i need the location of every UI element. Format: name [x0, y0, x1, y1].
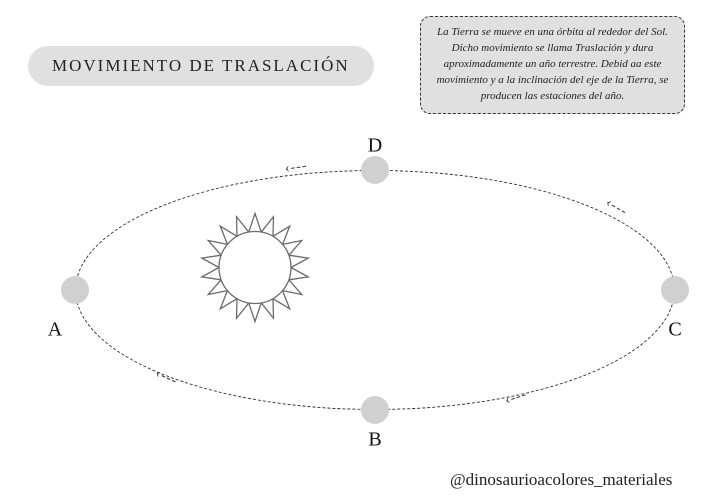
orbit-point-label-c: C — [668, 319, 681, 342]
description-box: La Tierra se mueve en una órbita al rede… — [420, 16, 685, 114]
orbit-point-label-a: A — [48, 319, 62, 342]
orbit-point-d — [361, 156, 389, 184]
orbit-point-label-d: D — [368, 135, 382, 158]
direction-arrow-3: ‹--- — [284, 159, 309, 178]
credit-text: @dinosaurioacolores_materiales — [450, 470, 672, 490]
orbit-point-label-b: B — [368, 429, 381, 452]
orbit-point-a — [61, 276, 89, 304]
sun-icon — [199, 212, 311, 329]
orbit-diagram: ABCD‹---‹---‹---‹--- — [55, 140, 655, 440]
orbit-point-c — [661, 276, 689, 304]
orbit-point-b — [361, 396, 389, 424]
sun-svg — [199, 212, 311, 324]
page-title: MOVIMIENTO DE TRASLACIÓN — [28, 46, 374, 86]
